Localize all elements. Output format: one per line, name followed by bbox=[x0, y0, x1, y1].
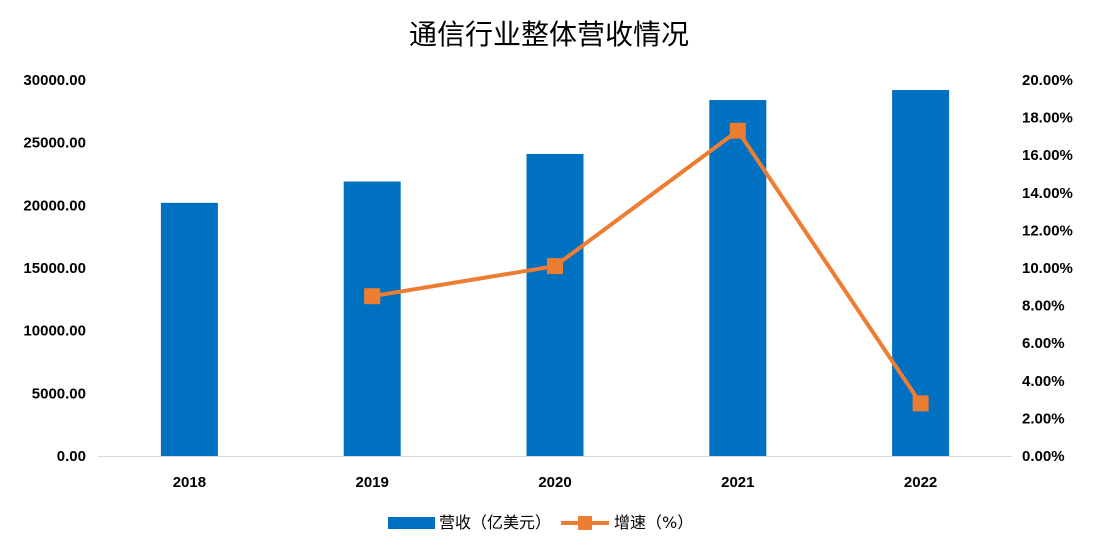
y-right-tick-label: 12.00% bbox=[1022, 222, 1073, 239]
bar bbox=[709, 100, 767, 456]
y-right-tick-label: 8.00% bbox=[1022, 298, 1065, 315]
bar bbox=[526, 153, 584, 457]
left-axis: 0.00 5000.00 10000.00 15000.00 20000.00 25000… bbox=[23, 72, 86, 465]
line-series bbox=[364, 122, 929, 412]
bar bbox=[160, 202, 218, 456]
x-axis: 2018 2019 2020 2021 2022 bbox=[173, 474, 938, 491]
y-right-tick-label: 0.00% bbox=[1022, 448, 1065, 465]
y-right-tick-label: 10.00% bbox=[1022, 260, 1073, 277]
chart-title: 通信行业整体营收情况 bbox=[409, 18, 689, 51]
growth-line bbox=[371, 128, 923, 405]
y-left-tick-label: 15000.00 bbox=[23, 260, 86, 277]
y-left-tick-label: 5000.00 bbox=[32, 385, 86, 402]
x-tick-label: 2022 bbox=[904, 474, 937, 491]
legend-label-bar: 营收（亿美元） bbox=[439, 513, 551, 532]
y-left-tick-label: 25000.00 bbox=[23, 135, 86, 152]
y-right-tick-label: 16.00% bbox=[1022, 147, 1073, 164]
line-point-marker bbox=[729, 122, 746, 139]
line-point-marker bbox=[912, 395, 929, 412]
y-left-tick-label: 10000.00 bbox=[23, 323, 86, 340]
x-tick-label: 2020 bbox=[538, 474, 571, 491]
legend-swatch-bar bbox=[388, 517, 435, 529]
y-left-tick-label: 20000.00 bbox=[23, 197, 86, 214]
legend-label-line: 增速（%） bbox=[614, 513, 693, 532]
y-right-tick-label: 2.00% bbox=[1022, 410, 1065, 427]
bar bbox=[892, 90, 950, 456]
x-tick-label: 2018 bbox=[173, 474, 206, 491]
y-right-tick-label: 4.00% bbox=[1022, 373, 1065, 390]
line-point-marker bbox=[364, 288, 381, 305]
y-right-tick-label: 20.00% bbox=[1022, 72, 1073, 89]
line-point-marker bbox=[547, 258, 563, 275]
bar bbox=[343, 181, 401, 456]
y-right-tick-label: 6.00% bbox=[1022, 335, 1065, 352]
x-tick-label: 2021 bbox=[721, 474, 754, 491]
x-tick-label: 2019 bbox=[356, 474, 389, 491]
y-left-tick-label: 30000.00 bbox=[23, 72, 86, 89]
y-right-tick-label: 14.00% bbox=[1022, 185, 1073, 202]
legend-marker-line bbox=[578, 516, 592, 530]
legend: 营收（亿美元） 增速（%） bbox=[388, 513, 693, 532]
right-axis: 0.00% 2.00% 4.00% 6.00% 8.00% 10.00% 12.00% 14.… bbox=[1022, 72, 1073, 465]
y-left-tick-label: 0.00 bbox=[57, 448, 86, 465]
y-right-tick-label: 18.00% bbox=[1022, 110, 1073, 127]
